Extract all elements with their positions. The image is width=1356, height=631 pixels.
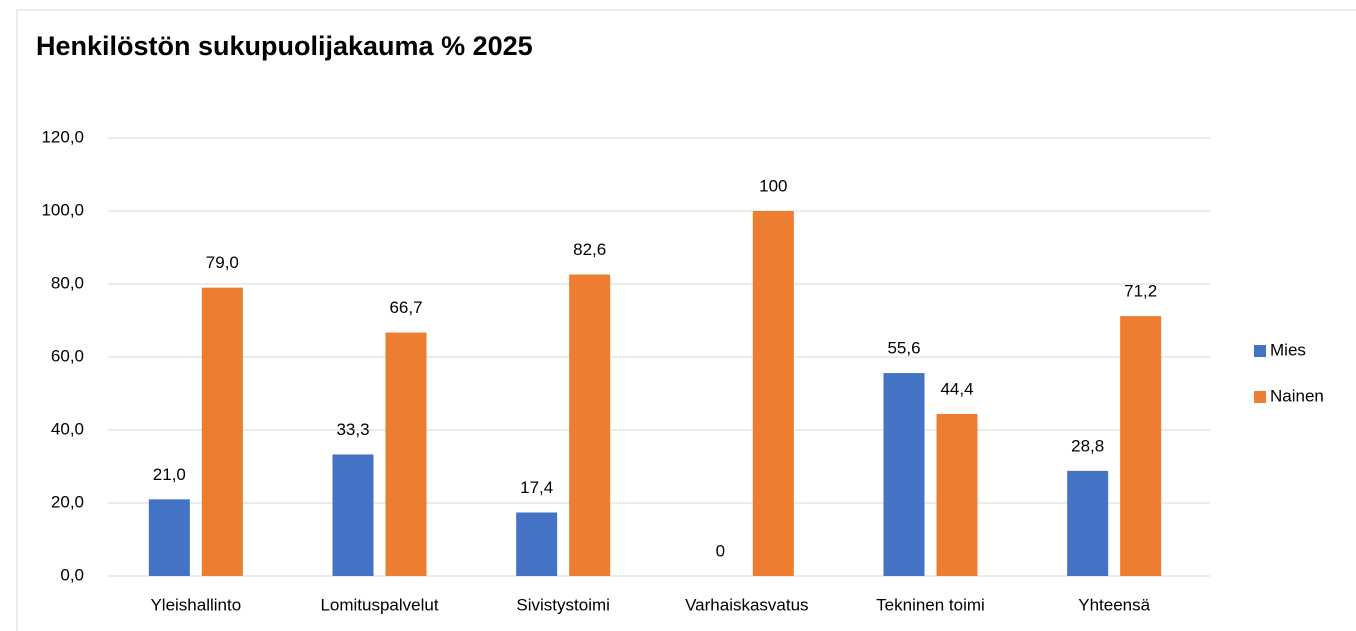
legend-swatch bbox=[1254, 391, 1266, 403]
bar bbox=[569, 274, 611, 576]
bar bbox=[1067, 470, 1109, 576]
chart-frame bbox=[16, 9, 1356, 631]
x-tick-label: Yleishallinto bbox=[150, 595, 241, 614]
bar bbox=[1120, 316, 1162, 576]
data-label: 82,6 bbox=[573, 240, 606, 259]
data-label: 17,4 bbox=[520, 478, 553, 497]
y-tick-label: 40,0 bbox=[51, 419, 84, 438]
y-tick-label: 20,0 bbox=[51, 492, 84, 511]
data-label: 100 bbox=[759, 176, 787, 195]
legend-label: Nainen bbox=[1270, 386, 1324, 405]
bar bbox=[148, 499, 190, 576]
chart-title: Henkilöstön sukupuolijakauma % 2025 bbox=[36, 31, 533, 61]
y-tick-label: 0,0 bbox=[60, 565, 84, 584]
data-label: 79,0 bbox=[206, 253, 239, 272]
x-tick-label: Yhteensä bbox=[1078, 595, 1150, 614]
data-label: 44,4 bbox=[940, 379, 973, 398]
x-tick-label: Tekninen toimi bbox=[876, 595, 985, 614]
x-tick-label: Sivistystoimi bbox=[516, 595, 610, 614]
y-tick-label: 80,0 bbox=[51, 273, 84, 292]
x-tick-label: Varhaiskasvatus bbox=[685, 595, 808, 614]
bar bbox=[385, 332, 427, 576]
bar bbox=[752, 211, 794, 576]
data-label: 66,7 bbox=[389, 298, 422, 317]
bar bbox=[883, 373, 925, 576]
y-tick-label: 60,0 bbox=[51, 346, 84, 365]
data-label: 28,8 bbox=[1071, 436, 1104, 455]
data-label: 71,2 bbox=[1124, 282, 1157, 301]
bar bbox=[936, 413, 978, 576]
y-tick-label: 120,0 bbox=[41, 127, 84, 146]
data-label: 21,0 bbox=[153, 465, 186, 484]
x-tick-label: Lomituspalvelut bbox=[320, 595, 438, 614]
legend-label: Mies bbox=[1270, 340, 1306, 359]
data-label: 55,6 bbox=[887, 339, 920, 358]
y-tick-label: 100,0 bbox=[41, 200, 84, 219]
bar bbox=[332, 454, 374, 576]
data-label: 0 bbox=[716, 541, 725, 560]
bar bbox=[516, 512, 558, 576]
bar bbox=[201, 287, 243, 576]
legend-swatch bbox=[1254, 345, 1266, 357]
data-label: 33,3 bbox=[336, 420, 369, 439]
